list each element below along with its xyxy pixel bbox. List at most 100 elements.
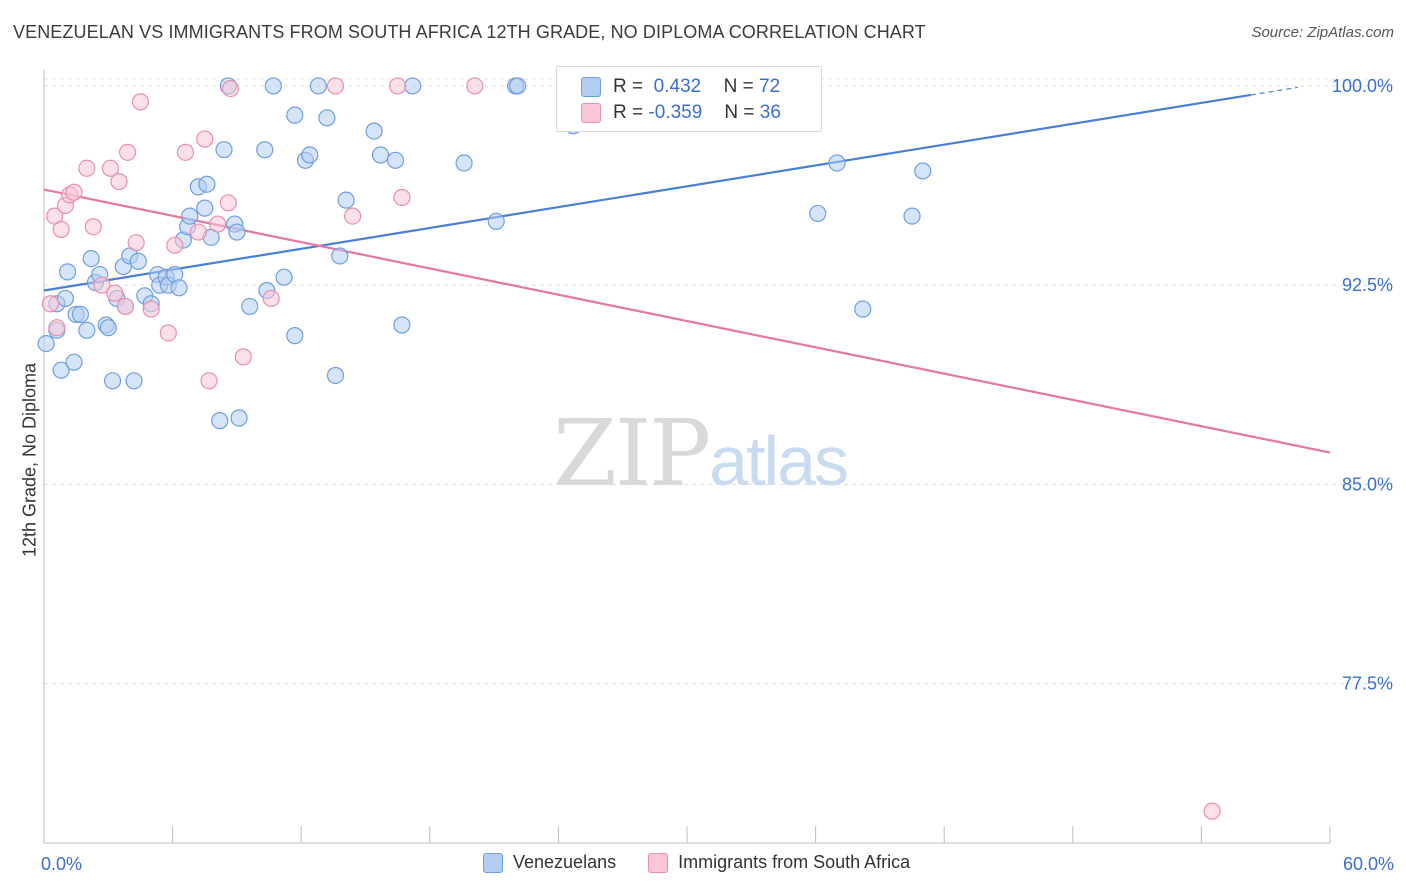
point-south-africa [127,234,145,252]
point-south-africa [106,284,124,302]
point-venezuelans [37,335,55,353]
point-south-africa [200,372,218,390]
point-venezuelans [914,162,932,180]
legend-swatch-pink [648,852,669,873]
point-south-africa [131,93,150,111]
point-venezuelans [52,361,70,379]
point-venezuelans [170,279,188,297]
point-south-africa [466,77,484,95]
point-venezuelans [331,247,349,265]
x-tick-label: 0.0% [41,854,82,874]
x-tick-label: 60.0% [1343,854,1394,874]
point-south-africa [262,289,280,308]
point-south-africa [389,77,407,95]
point-venezuelans [828,154,846,172]
ticks: 100.0% 92.5% 85.0% 77.5% 0.0% 60.0% [41,76,1394,874]
stats-legend: R = 0.432 N = 72 R = -0.359 N = 36 [556,66,822,132]
point-venezuelans [103,372,122,390]
point-venezuelans [903,207,921,225]
point-venezuelans [65,353,83,371]
series-legend: Venezuelans Immigrants from South Africa [483,852,942,873]
trend-line-venezuelans-extension [1250,86,1298,96]
trend-line-venezuelans [43,93,1251,292]
legend-item-venezuelans[interactable]: Venezuelans [483,852,616,873]
y-tick-label: 77.5% [1342,674,1393,694]
legend-n-label: N = [724,102,755,123]
point-venezuelans [125,372,143,390]
point-venezuelans [230,409,248,427]
legend-r-value: 0.432 [653,76,702,97]
y-tick-label: 92.5% [1342,275,1393,295]
point-venezuelans [455,154,473,172]
y-axis-title: 12th Grade, No Diploma [19,362,40,558]
gridlines [44,78,1390,685]
point-south-africa [116,297,135,316]
point-south-africa [221,79,240,98]
legend-row-south-africa: R = -0.359 N = 36 [581,101,781,125]
point-venezuelans [99,319,117,337]
point-south-africa [344,207,362,225]
legend-row-venezuelans: R = 0.432 N = 72 [581,75,780,99]
point-venezuelans [393,316,411,334]
point-south-africa [93,276,111,294]
point-south-africa [219,194,237,212]
point-south-africa [118,143,137,161]
legend-r-value: -0.359 [648,102,703,123]
point-venezuelans [82,250,100,268]
point-venezuelans [487,212,505,231]
legend-r-label: R = [613,76,644,97]
point-venezuelans [264,77,282,95]
legend-r-label: R = [613,102,644,123]
y-tick-label: 100.0% [1332,76,1393,96]
trend-line-south-africa [43,188,1331,454]
point-south-africa [189,223,207,241]
point-venezuelans [365,122,383,140]
point-south-africa [1203,802,1221,820]
point-south-africa [166,236,184,254]
point-venezuelans [256,141,274,159]
point-venezuelans [326,366,345,385]
point-venezuelans [318,109,336,127]
point-south-africa [209,215,227,233]
point-south-africa [159,324,177,342]
legend-label-venezuelans: Venezuelans [513,852,617,872]
legend-n-label: N = [723,76,754,97]
point-south-africa [101,159,120,177]
legend-item-south-africa[interactable]: Immigrants from South Africa [648,852,910,873]
point-venezuelans [58,263,77,281]
point-venezuelans [196,199,214,217]
point-south-africa [142,300,160,318]
point-south-africa [110,172,128,191]
axes [43,70,1331,844]
point-venezuelans [228,223,246,241]
legend-swatch-blue [581,77,601,97]
data-points [37,77,1221,820]
point-venezuelans [241,297,259,316]
point-south-africa [41,295,60,313]
point-venezuelans [56,289,75,308]
legend-swatch-pink [581,103,601,123]
point-venezuelans [337,191,355,209]
legend-label-south-africa: Immigrants from South Africa [678,852,911,872]
point-south-africa [234,348,252,366]
point-south-africa [65,183,83,201]
legend-n-value: 36 [759,102,781,123]
point-venezuelans [309,77,327,95]
legend-n-value: 72 [759,76,781,97]
point-venezuelans [129,252,147,270]
point-venezuelans [181,207,199,225]
point-venezuelans [854,300,872,318]
point-venezuelans [211,412,229,430]
trend-lines [43,86,1331,454]
point-venezuelans [275,268,293,286]
point-venezuelans [509,77,527,95]
point-venezuelans [404,77,422,95]
point-venezuelans [386,151,405,169]
point-venezuelans [215,141,233,159]
point-venezuelans [286,327,304,345]
point-south-africa [326,77,345,95]
point-venezuelans [301,146,319,164]
point-south-africa [84,218,102,236]
point-south-africa [78,159,96,177]
